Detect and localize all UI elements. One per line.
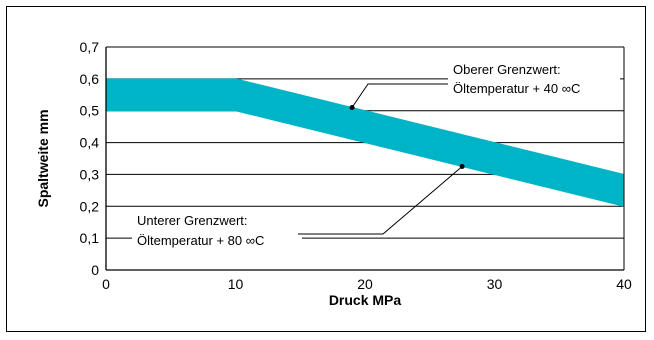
- annotation-upper-leader: [351, 83, 448, 108]
- x-tick-label: 10: [228, 276, 244, 292]
- annotation-upper-background: [448, 60, 620, 100]
- annotation-lower-limit: Unterer Grenzwert: Öltemperatur + 80 ∞C: [132, 163, 465, 251]
- x-tick-label: 0: [102, 276, 110, 292]
- axes: [105, 47, 625, 271]
- annotation-upper-line1: Oberer Grenzwert:: [453, 62, 561, 77]
- annotation-upper-limit: Oberer Grenzwert: Öltemperatur + 40 ∞C: [349, 60, 620, 111]
- x-tick-label: 40: [616, 276, 632, 292]
- lower-limit-edge: [106, 110, 625, 207]
- annotation-lower-background: [132, 211, 302, 251]
- x-axis-title: Druck MPa: [329, 292, 402, 308]
- figure-frame: [6, 6, 646, 332]
- y-tick-label: 0,5: [80, 103, 100, 119]
- y-tick-label: 0: [91, 262, 99, 278]
- y-axis-title: Spaltweite mm: [35, 109, 51, 207]
- upper-limit-edge: [106, 78, 625, 175]
- y-tick-label: 0,7: [80, 39, 100, 55]
- annotation-lower-line2: Öltemperatur + 80 ∞C: [137, 233, 264, 248]
- annotation-upper-line2: Öltemperatur + 40 ∞C: [453, 81, 580, 96]
- annotation-lower-point: [459, 163, 465, 169]
- annotation-upper-point: [349, 105, 355, 111]
- annotation-lower-line1: Unterer Grenzwert:: [137, 213, 248, 228]
- x-tick-label: 20: [357, 276, 373, 292]
- y-tick-label: 0,1: [80, 230, 100, 246]
- tick-labels: 0 10 20 30 40 0 0,1 0,2 0,3 0,4 0,5 0,6 0,7: [80, 39, 632, 292]
- y-tick-label: 0,4: [80, 135, 100, 151]
- y-tick-label: 0,2: [80, 198, 100, 214]
- x-tick-label: 30: [487, 276, 503, 292]
- annotation-lower-leader: [298, 166, 463, 235]
- y-tick-label: 0,6: [80, 71, 100, 87]
- y-tick-label: 0,3: [80, 166, 100, 182]
